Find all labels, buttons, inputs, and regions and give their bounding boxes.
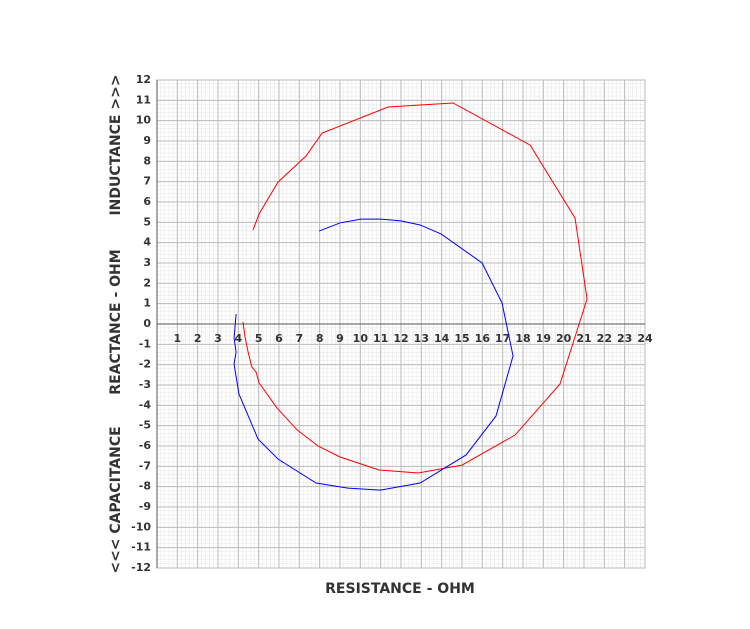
x-tick-label: 4 (235, 332, 243, 345)
x-tick-label: 18 (515, 332, 530, 345)
x-tick-label: 21 (576, 332, 591, 345)
x-tick-label: 12 (393, 332, 408, 345)
y-tick-label: -9 (139, 500, 151, 513)
y-tick-label: -10 (131, 520, 151, 533)
y-tick-label: 10 (136, 114, 152, 127)
x-tick-label: 11 (373, 332, 388, 345)
x-tick-label: 24 (637, 332, 653, 345)
x-tick-label: 1 (174, 332, 182, 345)
y-tick-label: 4 (143, 236, 151, 249)
y-tick-label: 0 (143, 317, 151, 330)
x-tick-label: 10 (353, 332, 369, 345)
y-axis-label: <<< CAPACITANCE (108, 426, 124, 573)
y-tick-label: 6 (143, 195, 151, 208)
y-tick-label: -3 (139, 378, 151, 391)
x-tick-label: 14 (434, 332, 450, 345)
y-tick-label: 1 (143, 297, 151, 310)
y-axis-label: REACTANCE - OHM (108, 249, 124, 394)
x-tick-label: 9 (336, 332, 344, 345)
y-tick-label: 5 (143, 215, 151, 228)
series-line (242, 102, 588, 474)
y-tick-label: 9 (143, 134, 151, 147)
x-tick-label: 17 (495, 332, 510, 345)
y-tick-label: -7 (139, 459, 151, 472)
x-tick-label: 2 (194, 332, 202, 345)
y-tick-label: -8 (139, 480, 151, 493)
y-tick-label: -5 (139, 419, 151, 432)
y-tick-label: -1 (139, 337, 151, 350)
x-tick-label: 20 (556, 332, 572, 345)
y-tick-label: -4 (139, 398, 152, 411)
y-tick-label: 3 (143, 256, 151, 269)
y-tick-label: -12 (131, 561, 151, 574)
x-tick-label: 22 (597, 332, 612, 345)
x-tick-label: 16 (475, 332, 491, 345)
series-line (233, 218, 514, 491)
y-tick-label: 7 (143, 175, 151, 188)
y-tick-label: 12 (136, 73, 151, 86)
x-tick-label: 23 (617, 332, 632, 345)
y-tick-label: -11 (131, 541, 151, 554)
x-tick-label: 6 (275, 332, 283, 345)
y-tick-label: 8 (143, 154, 151, 167)
x-tick-label: 19 (536, 332, 551, 345)
x-tick-label: 15 (454, 332, 469, 345)
y-tick-label: 11 (136, 93, 151, 106)
y-axis-label: INDUCTANCE >>> (108, 74, 124, 215)
x-tick-label: 5 (255, 332, 263, 345)
x-tick-label: 8 (316, 332, 324, 345)
y-tick-label: 2 (143, 276, 151, 289)
y-tick-label: -2 (139, 358, 151, 371)
y-tick-label: -6 (139, 439, 152, 452)
x-tick-label: 13 (414, 332, 429, 345)
x-tick-label: 3 (214, 332, 222, 345)
x-tick-label: 7 (296, 332, 304, 345)
x-axis-label: RESISTANCE - OHM (325, 581, 475, 597)
